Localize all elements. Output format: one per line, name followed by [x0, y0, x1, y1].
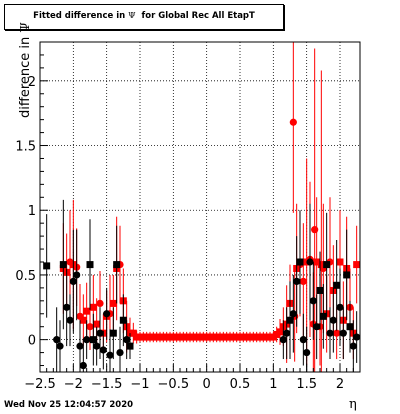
data-point — [279, 336, 287, 344]
data-point — [66, 316, 74, 324]
x-tick-label: −0.5 — [158, 377, 190, 392]
data-point — [293, 277, 301, 286]
x-tick-label: 2 — [336, 377, 344, 392]
x-tick-label: −2 — [64, 377, 83, 392]
data-point — [73, 271, 81, 279]
data-point — [59, 261, 67, 269]
x-tick-label: −2.5 — [24, 377, 56, 392]
title-box: Fitted difference in Ψ for Global Rec Al… — [4, 4, 284, 30]
data-point — [83, 336, 91, 344]
data-point — [79, 316, 87, 324]
data-point — [86, 323, 94, 331]
data-point — [96, 299, 104, 308]
y-axis-label: difference in Ψ — [18, 22, 33, 118]
data-point — [93, 342, 101, 350]
chart-title: Fitted difference in Ψ for Global Rec Al… — [5, 11, 283, 21]
x-axis-label: η — [349, 397, 357, 412]
data-point — [339, 329, 347, 337]
series-1 — [43, 199, 361, 372]
data-point — [96, 329, 104, 337]
data-point — [103, 310, 111, 318]
data-point — [69, 277, 77, 286]
data-point — [119, 316, 127, 324]
data-point — [106, 351, 114, 359]
data-point — [123, 336, 131, 344]
timestamp: Wed Nov 25 12:04:57 2020 — [4, 400, 134, 410]
data-point — [109, 299, 117, 307]
data-point — [79, 361, 87, 370]
data-point — [333, 329, 341, 337]
data-point — [116, 348, 124, 357]
data-point — [126, 342, 134, 350]
data-point — [313, 323, 321, 331]
y-tick-label: 0 — [28, 334, 36, 349]
data-point — [316, 286, 324, 294]
data-point — [336, 258, 344, 266]
title-symbol: Ψ — [128, 11, 136, 21]
data-point — [319, 312, 327, 320]
y-tick-label: 1.5 — [15, 140, 36, 155]
data-point — [276, 328, 284, 336]
data-point — [313, 258, 321, 266]
data-point — [43, 262, 51, 270]
data-point — [323, 261, 331, 269]
x-tick-label: 0.5 — [230, 377, 251, 392]
data-point — [289, 310, 297, 318]
x-tick-label: 0 — [203, 377, 211, 392]
data-point — [346, 323, 354, 331]
ylabel-prefix: difference in — [18, 32, 33, 118]
data-point — [349, 342, 357, 350]
ylabel-symbol: Ψ — [18, 22, 32, 33]
data-point — [353, 261, 361, 269]
data-point — [329, 316, 337, 324]
data-point — [289, 118, 297, 126]
x-tick-label: −1 — [130, 377, 149, 392]
data-point — [336, 303, 344, 311]
data-point — [89, 303, 97, 311]
axes — [39, 41, 361, 373]
data-point — [311, 226, 319, 234]
data-point — [89, 336, 97, 344]
data-point — [283, 329, 291, 337]
series-0 — [59, 42, 361, 372]
data-point — [129, 329, 137, 337]
data-point — [317, 261, 325, 269]
data-point — [63, 303, 71, 311]
data-point — [299, 277, 307, 286]
data-point — [333, 281, 341, 289]
data-point — [296, 258, 304, 266]
data-point — [83, 307, 91, 315]
data-point — [306, 258, 314, 266]
data-point — [86, 261, 94, 269]
tick-labels: −2.5 −2 −1.5 −1 −0.5 0 0.5 1 1.5 2 0 0.5 1 1.5 2 — [15, 75, 344, 392]
data-point — [299, 336, 307, 344]
x-tick-label: 1 — [269, 377, 277, 392]
data-point — [76, 342, 84, 350]
data-point — [309, 297, 317, 305]
y-tick-label: 2 — [28, 75, 36, 90]
title-suffix: for Global Rec All EtapT — [135, 11, 255, 21]
data-point — [353, 333, 361, 341]
data-point — [326, 329, 334, 337]
x-tick-label: −1.5 — [91, 377, 123, 392]
y-tick-label: 1 — [28, 204, 36, 219]
data-series — [43, 42, 361, 372]
data-point — [113, 261, 121, 269]
data-point — [99, 346, 107, 354]
data-point — [53, 336, 61, 344]
data-point — [109, 329, 117, 337]
data-point — [343, 271, 351, 279]
x-tick-label: 1.5 — [296, 377, 317, 392]
data-point — [56, 342, 64, 350]
data-point — [93, 320, 101, 328]
data-point — [303, 348, 311, 357]
y-tick-label: 0.5 — [15, 269, 36, 284]
data-point — [286, 316, 294, 324]
title-prefix: Fitted difference in — [33, 11, 129, 21]
